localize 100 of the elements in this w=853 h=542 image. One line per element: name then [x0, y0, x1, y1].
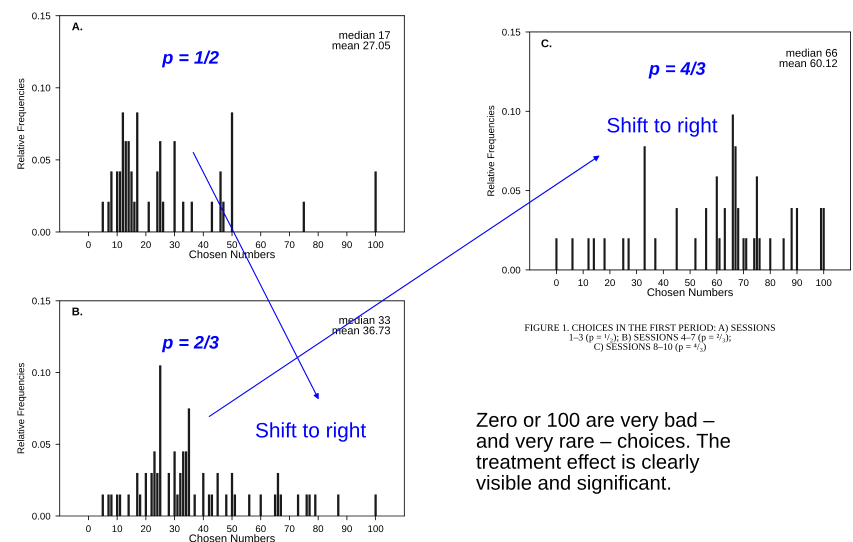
x-axis-title: Chosen Numbers: [189, 534, 275, 542]
bar: [127, 494, 130, 516]
y-tick-label: 0.15: [32, 298, 50, 304]
bar: [182, 451, 184, 516]
x-tick-label: 80: [313, 525, 324, 532]
bar: [190, 202, 193, 232]
bar: [790, 208, 793, 270]
bar: [732, 114, 734, 270]
annotation: Shift to right: [607, 117, 718, 137]
bar: [136, 112, 138, 232]
annotation: median 17 mean 27.05: [332, 30, 390, 50]
y-tick-label: 0.05: [502, 187, 520, 194]
bar: [705, 208, 708, 270]
text: C.: [541, 39, 552, 48]
bar: [127, 141, 130, 232]
x-tick-label: 20: [140, 241, 151, 248]
x-tick-label: 100: [368, 241, 384, 248]
y-tick-label: 0.10: [32, 84, 50, 92]
bar: [102, 202, 104, 232]
x-tick-label: 20: [604, 279, 615, 286]
x-tick-label: 60: [712, 279, 722, 286]
x-tick-label: 40: [198, 525, 208, 532]
bar: [116, 171, 118, 232]
x-tick-label: 80: [313, 241, 324, 248]
bar: [742, 238, 745, 270]
bar: [571, 238, 574, 270]
x-tick-label: 20: [140, 525, 151, 532]
x-tick-label: 70: [284, 241, 294, 248]
x-tick-label: 30: [170, 241, 180, 248]
y-tick-label: 0.00: [32, 512, 50, 520]
x-tick-label: 50: [227, 525, 238, 532]
x-tick-label: 30: [170, 525, 180, 532]
bar: [337, 494, 340, 516]
bar: [796, 208, 798, 270]
bar: [820, 208, 822, 270]
annotation: p = 2/3: [162, 335, 219, 352]
y-tick-label: 0.05: [32, 440, 50, 448]
bar: [159, 365, 162, 516]
y-tick-label: 0.00: [32, 228, 50, 236]
y-tick-label: 0.00: [502, 266, 520, 274]
bar: [724, 208, 726, 270]
y-tick-label: 0.10: [32, 369, 50, 376]
bar: [116, 494, 118, 516]
x-tick-label: 30: [632, 279, 642, 286]
bar: [644, 146, 646, 270]
x-tick-label: 10: [112, 525, 122, 532]
bar: [822, 208, 825, 270]
chart-title: B.: [72, 308, 82, 316]
y-axis-title: Relative Frequencies: [17, 78, 26, 169]
y-tick-label: 0.15: [502, 28, 520, 36]
caption: FIGURE 1. CHOICES IN THE FIRST PERIOD: A) SESSIONS 1–3 (p = ¹/₂); B) SESSIONS 4–7 (p = ²/₃); C) SESSIONS 8–10 (p = ⁴/₃): [524, 324, 775, 352]
bar: [628, 238, 630, 270]
bar: [745, 238, 748, 270]
x-tick-label: 50: [685, 279, 696, 286]
x-tick-label: 0: [86, 525, 91, 532]
bar: [144, 472, 148, 516]
x-tick-label: 90: [342, 525, 352, 532]
y-axis-title: Relative Frequencies: [17, 363, 26, 454]
x-tick-label: 10: [112, 241, 122, 248]
bar: [168, 472, 170, 516]
x-axis-title: Chosen Numbers: [647, 288, 733, 296]
bar: [260, 494, 262, 516]
bar: [248, 494, 250, 516]
x-tick-label: 100: [816, 279, 832, 286]
bar: [716, 176, 718, 270]
bar: [182, 202, 184, 232]
x-tick-label: 40: [658, 279, 668, 286]
bar: [756, 176, 758, 270]
x-tick-label: 70: [738, 279, 749, 286]
bar: [676, 208, 678, 270]
bar: [654, 238, 656, 270]
bar: [314, 494, 316, 516]
bar: [136, 472, 138, 516]
x-tick-label: 40: [198, 241, 208, 248]
bar: [769, 238, 772, 270]
bar: [159, 141, 162, 232]
annotation: Shift to right: [256, 422, 366, 442]
bar: [102, 494, 104, 516]
y-tick-label: 0.15: [32, 12, 50, 20]
y-tick-label: 0.10: [502, 108, 520, 115]
bar: [216, 472, 219, 516]
annotation: p = 1/2: [162, 50, 219, 68]
bar: [694, 238, 696, 270]
x-tick-label: 60: [256, 241, 266, 248]
x-tick-label: 80: [765, 279, 776, 286]
x-tick-label: 50: [227, 241, 238, 248]
bar: [782, 238, 785, 270]
bar: [148, 202, 150, 232]
bar: [555, 238, 558, 270]
chart-title: A.: [72, 22, 82, 30]
y-tick-label: 0.05: [32, 156, 50, 164]
x-tick-label: 0: [86, 241, 91, 248]
annotation: median 66 mean 60.12: [780, 48, 838, 68]
annotation: p = 4/3: [648, 62, 706, 78]
x-tick-label: 90: [342, 241, 352, 248]
bar: [225, 494, 228, 516]
text: Zero or 100 are very bad – and very rare – choices. The treatment effect is clearly visible and significant.: [476, 412, 730, 494]
bar: [302, 202, 305, 232]
bar: [374, 494, 377, 516]
y-axis-title: Relative Frequencies: [487, 106, 496, 196]
